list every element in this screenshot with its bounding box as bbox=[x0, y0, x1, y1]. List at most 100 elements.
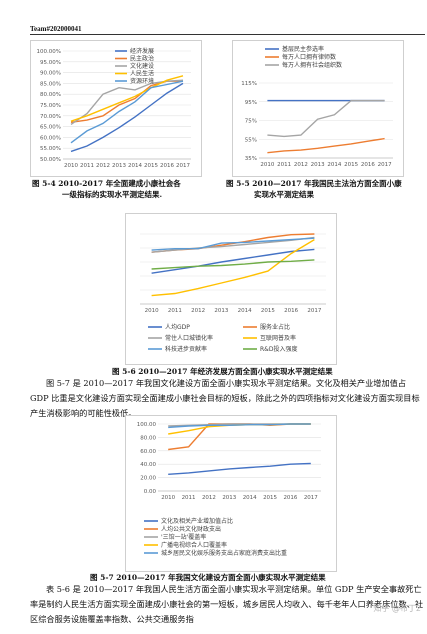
y-tick-label: 100.00 bbox=[137, 422, 157, 428]
legend-label: R&D投入强度 bbox=[260, 345, 297, 353]
x-tick-label: 2011 bbox=[168, 308, 182, 314]
fig6-chart: 2010 2011 2012 2013 2014 2015 2016 2017 人均GDP 服务业… bbox=[125, 213, 337, 365]
y-tick-label: 95.00% bbox=[40, 60, 61, 66]
fig6-svg: 2010 2011 2012 2013 2014 2015 2016 2017 人均GDP 服务业… bbox=[140, 233, 326, 353]
legend-label: 互联网普及率 bbox=[260, 334, 296, 342]
fig4-svg: 100.00% 95.00% 90.00% 85.00% 80.00% 75.00% 70.… bbox=[37, 47, 191, 169]
series-line-2 bbox=[267, 137, 385, 154]
fig6-caption: 图 5-6 2010—2017 年经济发展方面全面小康实现水平测定结果 bbox=[112, 367, 333, 376]
x-tick-label: 2016 bbox=[361, 162, 375, 168]
legend-label: 文化及相关产业增加值占比 bbox=[161, 517, 233, 525]
fig7-svg: 100.00 80.00 60.00 40.00 20.00 0.00 2010 2011 20… bbox=[137, 422, 321, 557]
fig5-caption-2: 实现水平测定结果 bbox=[254, 190, 314, 199]
team-header: Team#202000041 bbox=[30, 25, 82, 33]
legend-label: 文化建设 bbox=[130, 62, 154, 70]
x-tick-label: 2016 bbox=[283, 495, 297, 501]
x-tick-label: 2014 bbox=[243, 495, 257, 501]
x-tick-label: 2015 bbox=[263, 495, 277, 501]
y-tick-label: 60.00 bbox=[140, 449, 156, 455]
x-tick-label: 2017 bbox=[176, 163, 190, 169]
fig4-caption-1: 图 5-4 2010-2017 年全面建成小康社会各 bbox=[32, 179, 181, 188]
series-line-6 bbox=[151, 259, 315, 270]
series-line-3 bbox=[267, 99, 385, 138]
legend-label: 人民生活 bbox=[130, 70, 154, 78]
x-tick-label: 2017 bbox=[378, 162, 392, 168]
legend-label: 城乡居民文化娱乐服务支出占家庭消费支出比重 bbox=[161, 549, 287, 557]
series-line-1 bbox=[151, 248, 315, 274]
series-line-4 bbox=[70, 75, 184, 122]
x-tick-label: 2011 bbox=[277, 162, 291, 168]
y-tick-label: 90.00% bbox=[40, 71, 61, 77]
x-tick-label: 2012 bbox=[202, 495, 216, 501]
series-line-5 bbox=[70, 80, 184, 144]
x-tick-label: 2014 bbox=[128, 163, 142, 169]
y-tick-label: 70.00% bbox=[40, 114, 61, 120]
x-tick-label: 2010 bbox=[260, 162, 274, 168]
legend-label: 民主政治 bbox=[130, 55, 154, 63]
watermark: 知乎 @布丁2 bbox=[373, 604, 421, 613]
series-line-3 bbox=[151, 236, 315, 253]
x-tick-label: 2010 bbox=[145, 308, 159, 314]
x-tick-label: 2010 bbox=[161, 495, 175, 501]
series-line-5 bbox=[151, 237, 315, 251]
header-rule bbox=[30, 34, 425, 35]
y-tick-label: 50.00% bbox=[40, 157, 61, 163]
legend-label: 每万人口拥有律师数 bbox=[282, 53, 336, 61]
x-tick-label: 2013 bbox=[222, 495, 236, 501]
x-tick-label: 2016 bbox=[284, 308, 298, 314]
y-tick-label: 55.00% bbox=[40, 146, 61, 152]
x-tick-label: 2013 bbox=[311, 162, 325, 168]
fig5-caption-1: 图 5-5 2010—2017 年我国民主法治方面全面小康 bbox=[226, 179, 402, 188]
y-tick-label: 55% bbox=[245, 137, 257, 143]
legend-label: 服务业占比 bbox=[260, 323, 290, 331]
x-tick-label: 2012 bbox=[294, 162, 308, 168]
y-tick-label: 100.00% bbox=[37, 49, 61, 55]
y-tick-label: 115% bbox=[241, 81, 257, 87]
legend-label: 常住人口城镇化率 bbox=[165, 334, 213, 342]
legend-label: 基层民主参选率 bbox=[282, 45, 324, 53]
fig5-svg: 115% 95% 75% 55% 35%2010 2011 2012 2013 2014 2015… bbox=[241, 45, 393, 168]
y-tick-label: 0.00 bbox=[144, 489, 157, 495]
fig5-chart: 115% 95% 75% 55% 35% 2010 2011 2012 2013 2014 2015… bbox=[232, 40, 404, 177]
y-tick-label: 80.00 bbox=[140, 435, 156, 441]
y-tick-label: 75% bbox=[245, 119, 257, 125]
x-tick-label: 2017 bbox=[304, 495, 318, 501]
paragraph-culture: 图 5-7 是 2010—2017 年我国文化建设方面全面小康实现水平测定结果。… bbox=[30, 378, 420, 418]
y-tick-label: 75.00% bbox=[40, 103, 61, 109]
x-tick-label: 2014 bbox=[327, 162, 341, 168]
y-tick-label: 65.00% bbox=[40, 125, 61, 131]
legend-label: 人均GDP bbox=[165, 323, 190, 331]
fig7-caption: 图 5-7 2010—2017 年我国文化建设方面全面小康实现水平测定结果 bbox=[90, 573, 326, 582]
x-tick-label: 2011 bbox=[182, 495, 196, 501]
legend-label: '三馆一站'覆盖率 bbox=[161, 533, 206, 541]
x-tick-label: 2016 bbox=[160, 163, 174, 169]
x-tick-label: 2011 bbox=[80, 163, 94, 169]
x-tick-label: 2013 bbox=[214, 308, 228, 314]
y-tick-label: 35% bbox=[245, 156, 257, 162]
legend-label: 广播电视综合人口覆盖率 bbox=[161, 541, 227, 549]
series-line-1 bbox=[70, 82, 184, 153]
legend-label: 科技进步贡献率 bbox=[165, 345, 207, 353]
y-tick-label: 95% bbox=[245, 100, 257, 106]
x-tick-label: 2015 bbox=[261, 308, 275, 314]
paragraph-livelihood: 表 5-6 是 2010—2017 年我国人民生活方面全面小康实现水平测定结果。… bbox=[30, 584, 424, 624]
x-tick-label: 2013 bbox=[112, 163, 126, 169]
y-tick-label: 40.00 bbox=[140, 462, 156, 468]
legend-label: 经济发展 bbox=[130, 47, 154, 55]
y-tick-label: 85.00% bbox=[40, 81, 61, 87]
y-tick-label: 80.00% bbox=[40, 92, 61, 98]
series-line-2 bbox=[168, 423, 311, 451]
fig4-chart: 100.00% 95.00% 90.00% 85.00% 80.00% 75.00% 70.… bbox=[30, 40, 202, 177]
legend-label: 资源环境 bbox=[130, 77, 154, 85]
series-line-4 bbox=[151, 238, 315, 297]
x-tick-label: 2014 bbox=[238, 308, 252, 314]
series-line-5 bbox=[168, 423, 311, 429]
legend-label: 每万人拥有社会组织数 bbox=[282, 61, 342, 69]
x-tick-label: 2015 bbox=[144, 163, 158, 169]
fig7-chart: 100.00 80.00 60.00 40.00 20.00 0.00 2010 2011 20… bbox=[125, 415, 337, 572]
x-tick-label: 2012 bbox=[191, 308, 205, 314]
y-tick-label: 20.00 bbox=[140, 476, 156, 482]
x-tick-label: 2010 bbox=[64, 163, 78, 169]
legend-label: 人均公共文化财政支出 bbox=[161, 525, 221, 533]
